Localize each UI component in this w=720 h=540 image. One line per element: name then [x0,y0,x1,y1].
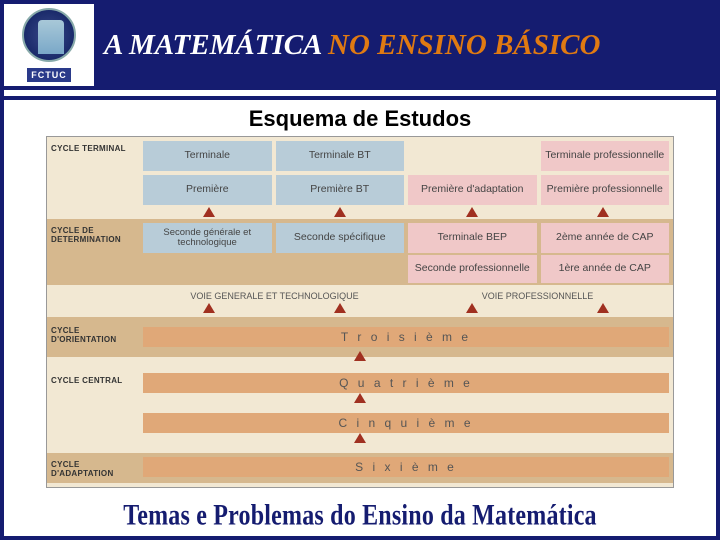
label-empty [47,175,143,205]
subtitle: Esquema de Estudos [4,106,716,132]
footer-text: Temas e Problemas do Ensino da Matemátic… [4,500,716,534]
cell-2annee-cap: 2ème année de CAP [541,223,670,253]
level-quatrieme: Q u a t r i è m e [143,373,669,393]
slide-frame: FCTUC A MATEMÁTICA NO ENSINO BÁSICO Esqu… [0,0,720,540]
triangle-icon [334,303,346,313]
cell-1annee-cap: 1ère année de CAP [541,255,670,283]
logo-column: FCTUC [4,4,94,86]
cell-premiere-bt: Première BT [276,175,405,205]
label-cycle-adaptation: CYCLE D'ADAPTATION [47,457,143,483]
header-underline [4,96,716,100]
cell-premiere-pro: Première professionnelle [541,175,670,205]
band-sixieme: CYCLE D'ADAPTATION S i x i è m e [47,453,673,483]
tri-wrap [47,439,673,453]
level-troisieme: T r o i s i è m e [143,327,669,347]
university-seal-icon [22,8,76,62]
cell-seconde-gen: Seconde générale et technologique [143,223,272,253]
cell-terminale-bt: Terminale BT [276,141,405,171]
cell-empty [143,255,272,283]
triangle-icon [203,207,215,217]
studies-diagram: CYCLE TERMINAL Terminale Terminale BT Te… [46,136,674,488]
triangle-icon [354,393,366,403]
triangle-icon [597,207,609,217]
tri-wrap [47,357,673,371]
label-empty [47,255,143,283]
label-cycle-terminal: CYCLE TERMINAL [47,141,143,171]
cell-terminale-pro: Terminale professionnelle [541,141,670,171]
triangle-icon [354,433,366,443]
triangle-icon [466,207,478,217]
cells-terminale: Terminale Terminale BT Terminale profess… [143,141,673,171]
title-part-white: A MATEMÁTICA [104,29,328,61]
triangle-icon [466,303,478,313]
label-cycle-central: CYCLE CENTRAL [47,373,143,390]
cell-empty [408,141,537,171]
title-part-orange: NO ENSINO BÁSICO [328,29,600,61]
tri-wrap [47,399,673,413]
triangle-icon [354,351,366,361]
slide-title: A MATEMÁTICA NO ENSINO BÁSICO [104,29,600,62]
cell-empty [276,255,405,283]
row-seconde: CYCLE DE DETERMINATION Seconde générale … [47,223,673,253]
header: FCTUC A MATEMÁTICA NO ENSINO BÁSICO [4,4,716,90]
row-terminale: CYCLE TERMINAL Terminale Terminale BT Te… [47,141,673,171]
cell-terminale-bep: Terminale BEP [408,223,537,253]
cells-seconde: Seconde générale et technologique Second… [143,223,673,253]
voie-professionnelle: VOIE PROFESSIONNELLE [406,289,669,303]
level-sixieme: S i x i è m e [143,457,669,477]
cell-premiere-adapt: Première d'adaptation [408,175,537,205]
level-cinquieme: C i n q u i è m e [143,413,669,433]
lower-section: CYCLE D'ORIENTATION T r o i s i è m e CY… [47,317,673,483]
cell-seconde-pro: Seconde professionnelle [408,255,537,283]
triangle-icon [597,303,609,313]
cells-premiere: Première Première BT Première d'adaptati… [143,175,673,205]
label-cycle-determination: CYCLE DE DETERMINATION [47,223,143,253]
fctuc-badge: FCTUC [27,68,71,82]
cell-premiere: Première [143,175,272,205]
row-seconde-2: Seconde professionnelle 1ère année de CA… [47,255,673,283]
triangle-icon [334,207,346,217]
cell-seconde-spec: Seconde spécifique [276,223,405,253]
cell-terminale: Terminale [143,141,272,171]
cells-seconde-2: Seconde professionnelle 1ère année de CA… [143,255,673,283]
voies-labels: VOIE GENERALE ET TECHNOLOGIQUE VOIE PROF… [143,289,669,303]
title-band: A MATEMÁTICA NO ENSINO BÁSICO [94,4,716,86]
voie-generale: VOIE GENERALE ET TECHNOLOGIQUE [143,289,406,303]
arrows-voies [143,303,669,316]
row-premiere: Première Première BT Première d'adaptati… [47,175,673,205]
triangle-icon [203,303,215,313]
label-cycle-orientation: CYCLE D'ORIENTATION [47,323,143,349]
